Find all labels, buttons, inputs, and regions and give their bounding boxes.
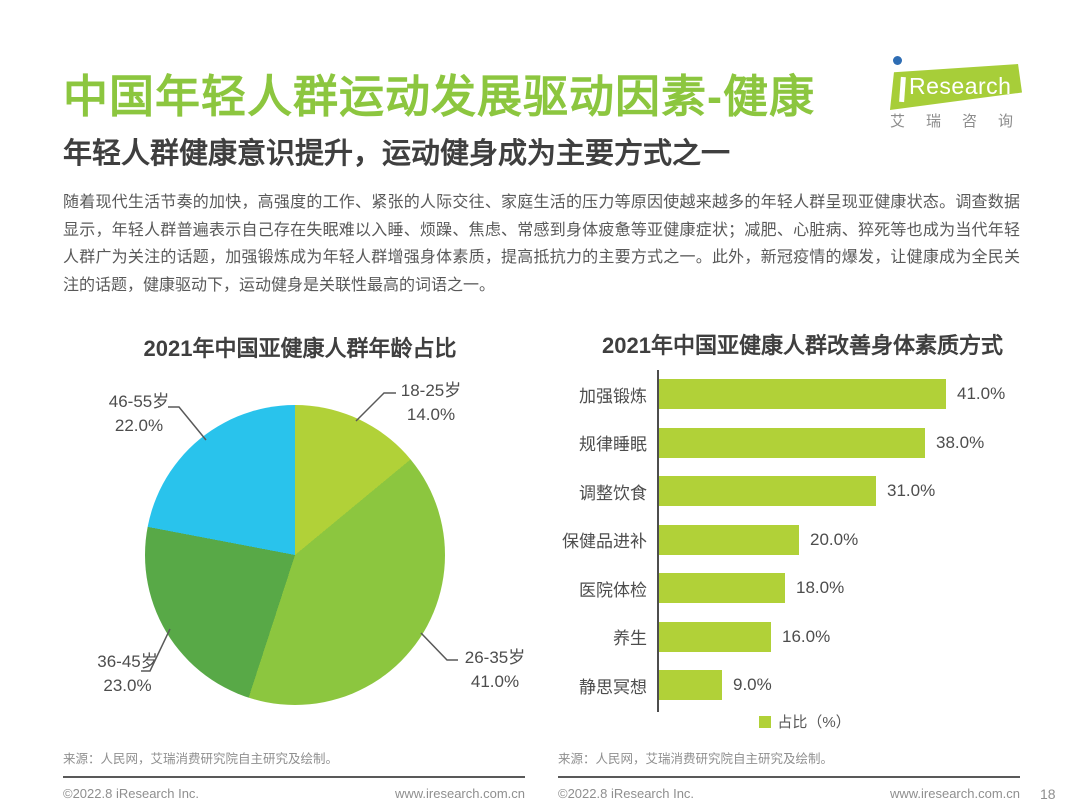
bar-row: 静思冥想 9.0% [555,661,1035,710]
bar-row: 加强锻炼 41.0% [555,370,1035,419]
bar-rect [659,524,799,555]
bar-value-label: 9.0% [733,675,772,695]
iresearch-logo: Research 艾瑞咨询 [886,56,1026,136]
footer-divider-left [63,776,525,778]
bar-chart-legend: 占比（%） [655,711,955,732]
pie-chart-title: 2021年中国亚健康人群年龄占比 [143,336,457,361]
website-link[interactable]: www.iresearch.com.cn [889,786,1020,801]
logo-chinese-name: 艾瑞咨询 [890,113,1035,130]
bar-chart-y-axis [657,370,659,712]
bar-row: 医院体检 18.0% [555,564,1035,613]
page-title: 中国年轻人群运动发展驱动因素-健康 [63,71,815,122]
bar-rect [659,573,785,604]
intro-paragraph: 随着现代生活节奏的加快，高强度的工作、紧张的人际交往、家庭生活的压力等原因使越来… [63,194,1020,294]
bar-row: 保健品进补 20.0% [555,516,1035,565]
footer-divider-right [558,776,1020,778]
page-subtitle: 年轻人群健康意识提升，运动健身成为主要方式之一 [63,138,731,170]
pie-slice-label: 46-55岁 22.0% [108,392,170,435]
logo-brand-text: Research [909,73,1012,99]
pie-chart [145,405,445,705]
legend-label: 占比（%） [777,714,851,731]
bar-rect [659,621,771,652]
bar-row: 调整饮食 31.0% [555,467,1035,516]
copyright-text: ©2022.8 iResearch Inc. [63,786,200,801]
source-note-right: 来源：人民网，艾瑞消费研究院自主研究及绘制。 [558,752,834,766]
legend-swatch-icon [759,716,772,728]
bar-value-label: 41.0% [957,384,1006,404]
pie-slice-label: 26-35岁 41.0% [464,648,526,691]
logo-i-dot-icon [893,56,902,65]
bar-rect [659,427,925,458]
bar-category-label: 规律睡眠 [579,435,647,455]
source-note-left: 来源：人民网，艾瑞消费研究院自主研究及绘制。 [63,752,339,766]
bar-category-label: 保健品进补 [562,532,647,552]
bar-value-label: 20.0% [810,529,859,549]
bar-category-label: 静思冥想 [579,677,647,697]
copyright-text: ©2022.8 iResearch Inc. [558,786,695,801]
page-number: 18 [1040,786,1056,802]
logo-flag-shape: Research [890,64,1022,110]
bar-category-label: 调整饮食 [579,483,647,503]
website-link[interactable]: www.iresearch.com.cn [394,786,525,801]
bar-chart-title: 2021年中国亚健康人群改善身体素质方式 [602,333,1003,358]
bar-row: 养生 16.0% [555,613,1035,662]
bar-category-label: 医院体检 [579,580,647,600]
bar-value-label: 16.0% [782,626,831,646]
bar-rect [659,379,946,410]
bar-rect [659,670,722,701]
footer-right: ©2022.8 iResearch Inc. www.iresearch.com… [558,786,1020,801]
bar-value-label: 38.0% [936,432,985,452]
logo-i-stem [899,76,906,103]
bar-rows: 加强锻炼 41.0% 规律睡眠 38.0% 调整饮食 31.0% 保健品进补 20.0% 医院体… [555,370,1035,710]
footer-left: ©2022.8 iResearch Inc. www.iresearch.com… [63,786,525,801]
bar-rect [659,476,876,507]
pie-slice-label: 36-45岁 23.0% [97,652,158,695]
bar-value-label: 18.0% [796,578,845,598]
bar-value-label: 31.0% [887,481,936,501]
pie-slice-label: 18-25岁 14.0% [400,381,462,424]
bar-category-label: 养生 [613,629,647,649]
bar-chart: 加强锻炼 41.0% 规律睡眠 38.0% 调整饮食 31.0% 保健品进补 20.0% 医院体… [555,370,1035,712]
bar-row: 规律睡眠 38.0% [555,419,1035,468]
bar-category-label: 加强锻炼 [579,386,647,406]
